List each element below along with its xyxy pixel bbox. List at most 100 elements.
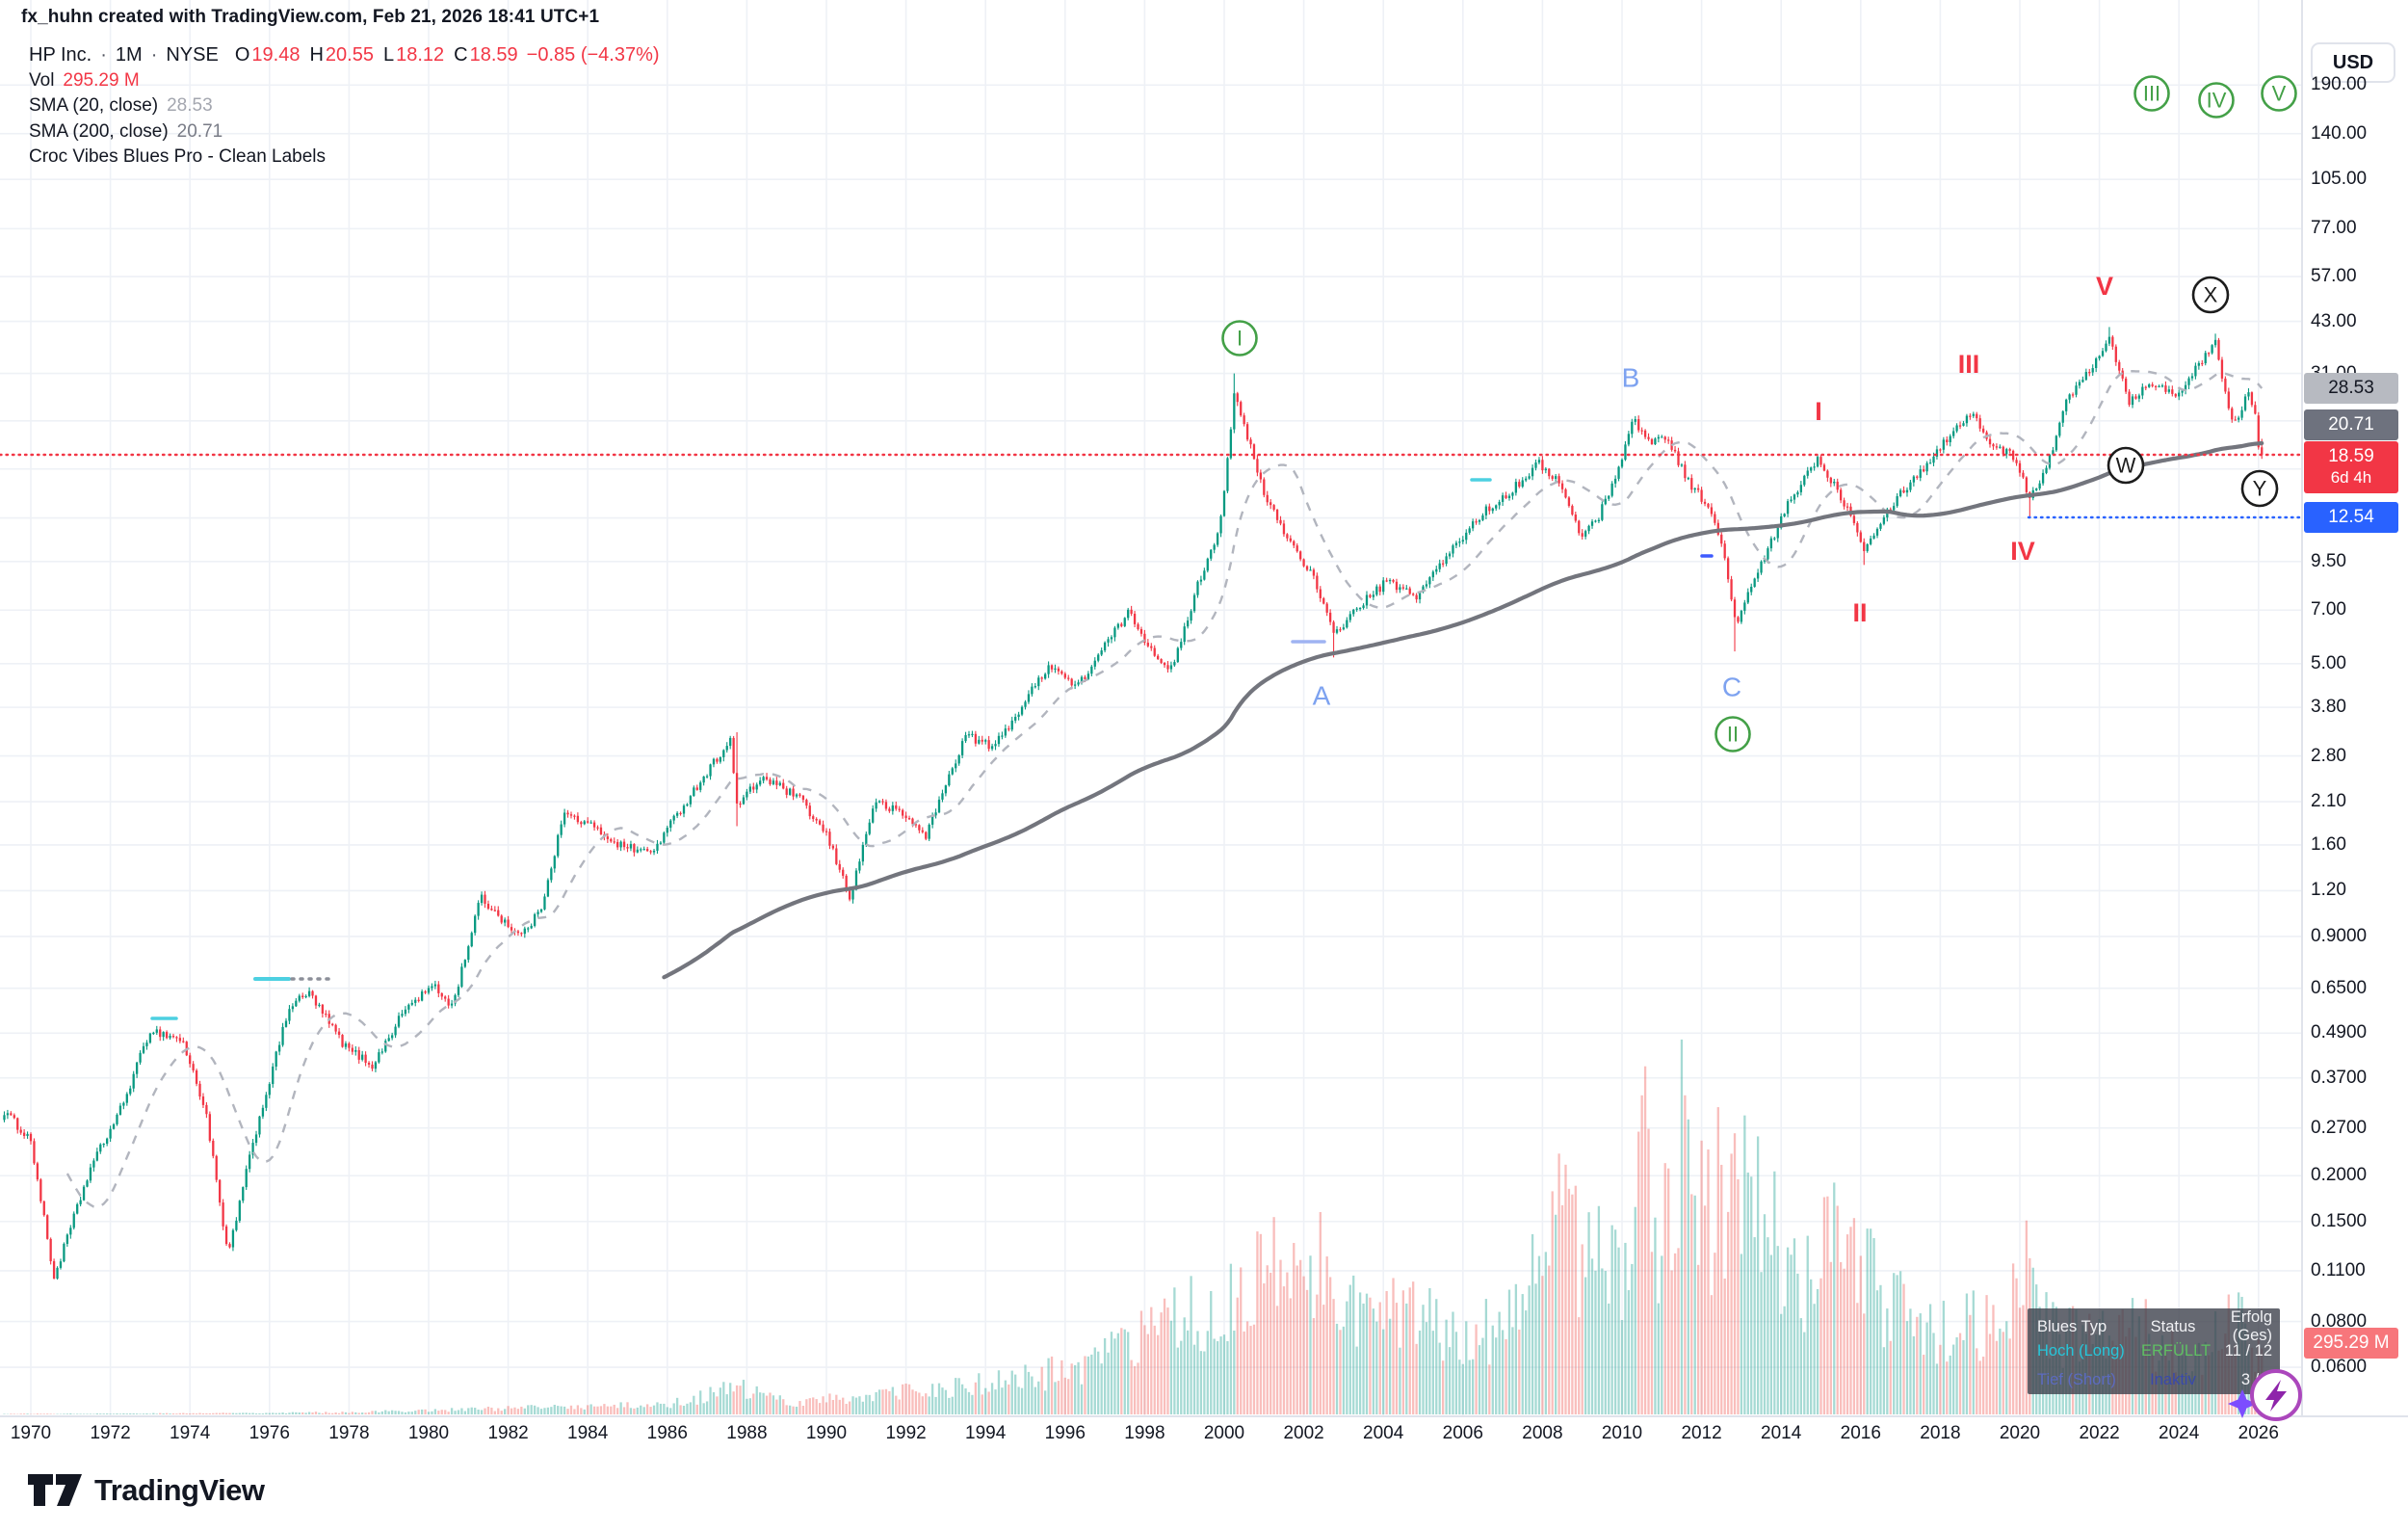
low-label: L [382,44,395,66]
price-badge-18.59: 18.59 6d 4h [2304,441,2398,493]
separator: · [100,44,107,66]
wave-label-III[interactable]: III [2143,82,2160,106]
price-tick: 0.1500 [2311,1210,2368,1231]
price-tick: 0.2700 [2311,1117,2368,1138]
year-tick: 2012 [1681,1423,1722,1443]
year-tick: 2008 [1522,1423,1563,1443]
year-tick: 1992 [885,1423,927,1443]
wave-label-I[interactable]: I [1815,397,1822,426]
attribution-text: fx_huhn created with TradingView.com, Fe… [21,7,600,27]
wave-label-Y[interactable]: Y [2253,477,2267,501]
year-tick: 1980 [407,1423,450,1443]
tradingview-logo[interactable]: TradingView [27,1472,265,1509]
wave-label-V[interactable]: V [2096,272,2113,301]
high-value: 20.55 [325,44,374,66]
year-tick: 1996 [1044,1423,1086,1443]
chart-legend: HP Inc. · 1M · NYSE O 19.48 H 20.55 L 18.12… [29,44,660,172]
year-tick: 2020 [1999,1423,2041,1443]
close-label: C [454,44,468,66]
price-tick: 0.6500 [2311,977,2368,998]
price-tick: 43.00 [2311,310,2357,331]
year-tick: 2022 [2079,1423,2120,1443]
price-tick: 105.00 [2311,169,2368,190]
year-tick: 1974 [170,1423,211,1443]
low-value: 18.12 [396,44,445,66]
sma200-label: SMA (200, close) [29,120,169,142]
year-tick: 1988 [726,1423,768,1443]
year-tick: 1994 [965,1423,1007,1443]
wave-label-C[interactable]: C [1722,673,1741,702]
sma20-legend-row: SMA (20, close) 28.53 [29,95,660,121]
year-tick: 1986 [646,1423,688,1443]
indicator-name: Croc Vibes Blues Pro - Clean Labels [29,146,327,167]
open-label: O [234,44,250,66]
year-tick: 2000 [1203,1423,1245,1443]
wave-label-I[interactable]: I [1237,327,1243,351]
exchange-label: NYSE [166,44,219,66]
lightning-logo-icon[interactable] [2215,1357,2312,1426]
currency-button[interactable]: USD [2311,42,2395,83]
wave-label-IV[interactable]: IV [2207,89,2227,113]
wave-label-B[interactable]: B [1622,363,1640,393]
wave-label-W[interactable]: W [2116,454,2136,478]
year-tick: 1990 [805,1423,848,1443]
year-tick: 2026 [2238,1423,2279,1443]
year-tick: 2014 [1761,1423,1802,1443]
chart-header: fx_huhn created with TradingView.com, Fe… [21,7,599,28]
wave-label-II[interactable]: II [1852,598,1867,627]
price-badge-20.71: 20.71 [2304,409,2398,440]
wave-label-V[interactable]: V [2272,82,2287,106]
wave-label-II[interactable]: II [1727,723,1739,747]
year-tick: 1972 [90,1423,131,1443]
change-value: −0.85 (−4.37%) [526,44,660,66]
year-tick: 1984 [567,1423,609,1443]
price-tick: 1.20 [2311,880,2346,901]
sma-200-line [662,440,2264,980]
price-tick: 0.2000 [2311,1165,2368,1186]
year-tick: 1976 [249,1423,290,1443]
price-tick: 0.3700 [2311,1067,2368,1088]
axis-borders [0,0,2408,1417]
time-axis[interactable]: 1970 1972 1974 1976 1978 1980 1982 1984 1986 1988… [0,1416,2408,1451]
year-tick: 1998 [1124,1423,1165,1443]
wave-label-IV[interactable]: IV [2010,537,2035,566]
open-value: 19.48 [251,44,301,66]
price-badge-295.29 M: 295.29 M [2304,1328,2398,1359]
year-tick: 2024 [2159,1423,2200,1443]
price-axis[interactable]: USD 190.00140.00105.0077.0057.0043.0031.… [2302,0,2408,1416]
wave-label-A[interactable]: A [1313,681,1331,711]
symbol-name: HP Inc. [29,44,92,66]
volume-label: Vol [29,69,55,91]
price-tick: 3.80 [2311,697,2346,718]
year-tick: 2006 [1442,1423,1483,1443]
lightning-bolt-icon [2265,1380,2287,1412]
brand-name: TradingView [94,1473,265,1507]
price-badge-12.54: 12.54 [2304,502,2398,533]
wave-label-III[interactable]: III [1958,350,1980,379]
wave-label-X[interactable]: X [2204,283,2218,307]
price-tick: 0.0800 [2311,1310,2368,1332]
year-tick: 1978 [328,1423,370,1443]
price-tick: 0.4900 [2311,1022,2368,1043]
price-tick: 0.1100 [2311,1259,2366,1280]
price-tick: 57.00 [2311,266,2357,287]
price-tick: 2.10 [2311,791,2346,812]
sparkle-icon [2228,1389,2257,1418]
price-tick: 190.00 [2311,74,2368,95]
signal-table-header: Blues Typ Status Erfolg (Ges) [2037,1308,2272,1344]
drawing-segments [150,478,1714,1020]
sma20-label: SMA (20, close) [29,95,159,116]
interval-label: 1M [115,44,143,66]
year-tick: 2002 [1283,1423,1324,1443]
candlesticks [3,327,2264,1280]
volume-value: 295.29 M [63,69,140,91]
year-tick: 1970 [10,1423,52,1443]
volume-bars [3,1039,2264,1414]
sma20-value: 28.53 [167,95,213,116]
price-tick: 0.0600 [2311,1357,2368,1378]
price-badge-28.53: 28.53 [2304,373,2398,404]
ohlc-values: O 19.48 H 20.55 L 18.12 C 18.59 [227,44,518,66]
